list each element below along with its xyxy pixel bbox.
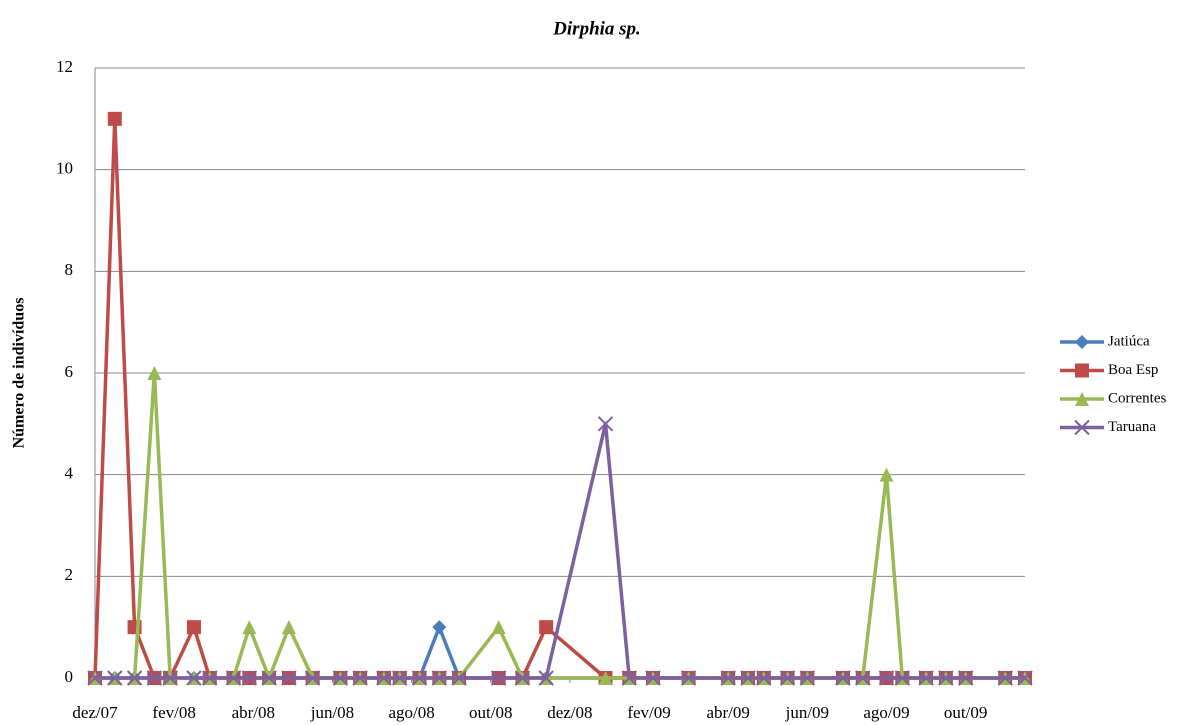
point [186, 620, 201, 635]
point [261, 670, 277, 686]
point [304, 670, 321, 686]
x-tick-label: fev/09 [627, 703, 670, 722]
y-axis-label: Número de indivíduos [11, 298, 28, 449]
point [107, 670, 123, 686]
y-tick-label: 10 [56, 159, 73, 178]
point [538, 670, 554, 686]
point [491, 620, 506, 635]
y-tick-label: 6 [65, 362, 74, 381]
legend-marker [1075, 335, 1089, 349]
point [597, 416, 614, 432]
point [938, 670, 954, 686]
point [514, 670, 531, 686]
legend-marker [1075, 363, 1089, 378]
point [835, 670, 851, 686]
x-tick-label: jun/08 [310, 703, 354, 722]
y-tick-label: 8 [65, 260, 74, 279]
point [756, 670, 772, 686]
point [225, 670, 242, 686]
point [720, 670, 736, 686]
point [146, 670, 163, 686]
point [451, 670, 467, 686]
point [879, 467, 894, 482]
x-tick-label: fev/08 [152, 703, 195, 722]
point [957, 670, 974, 686]
point [332, 670, 349, 686]
x-tick-label: out/08 [469, 703, 512, 722]
point [87, 670, 103, 686]
series-line [93, 117, 1025, 680]
point [799, 670, 816, 686]
series-line [95, 422, 1025, 680]
x-tick-label: dez/07 [72, 703, 118, 722]
point [1017, 670, 1033, 686]
legend-marker [1075, 392, 1089, 406]
point [740, 670, 756, 686]
point [997, 670, 1013, 686]
point [432, 620, 447, 635]
legend-label: Jatiúca [1108, 333, 1150, 349]
point [241, 670, 258, 686]
x-tick-label: abr/08 [232, 703, 275, 722]
point [376, 670, 392, 686]
point [918, 670, 934, 686]
legend-label: Boa Esp [1108, 362, 1158, 378]
point [147, 366, 162, 380]
x-tick-label: abr/09 [706, 703, 749, 722]
point [878, 670, 895, 686]
chart-title: Dirphia sp. [552, 18, 641, 39]
x-tick-label: out/09 [944, 703, 987, 722]
point [431, 670, 448, 686]
point [894, 670, 911, 686]
point [392, 670, 408, 686]
point [490, 670, 507, 686]
point [645, 670, 661, 686]
point [202, 670, 218, 686]
point [411, 670, 428, 686]
point [352, 670, 368, 686]
point [186, 670, 202, 686]
series-line [95, 371, 1025, 680]
point [242, 620, 257, 635]
legend-label: Correntes [1108, 390, 1166, 406]
point [162, 670, 178, 686]
point [621, 670, 637, 686]
point [126, 670, 143, 686]
point [680, 670, 697, 686]
point [281, 620, 296, 635]
x-tick-label: jun/09 [785, 703, 829, 722]
y-tick-label: 0 [65, 667, 74, 686]
y-tick-label: 2 [65, 565, 74, 584]
point [107, 111, 122, 126]
point [539, 620, 554, 635]
y-tick-label: 12 [56, 57, 73, 76]
x-tick-label: ago/09 [863, 703, 909, 722]
point [598, 671, 613, 685]
point [855, 670, 871, 686]
y-tick-label: 4 [65, 464, 74, 483]
legend-marker [1074, 419, 1090, 436]
legend-label: Taruana [1108, 419, 1156, 435]
x-tick-label: dez/08 [547, 703, 592, 722]
point [779, 670, 796, 686]
x-tick-label: ago/08 [388, 703, 434, 722]
point [281, 670, 297, 686]
